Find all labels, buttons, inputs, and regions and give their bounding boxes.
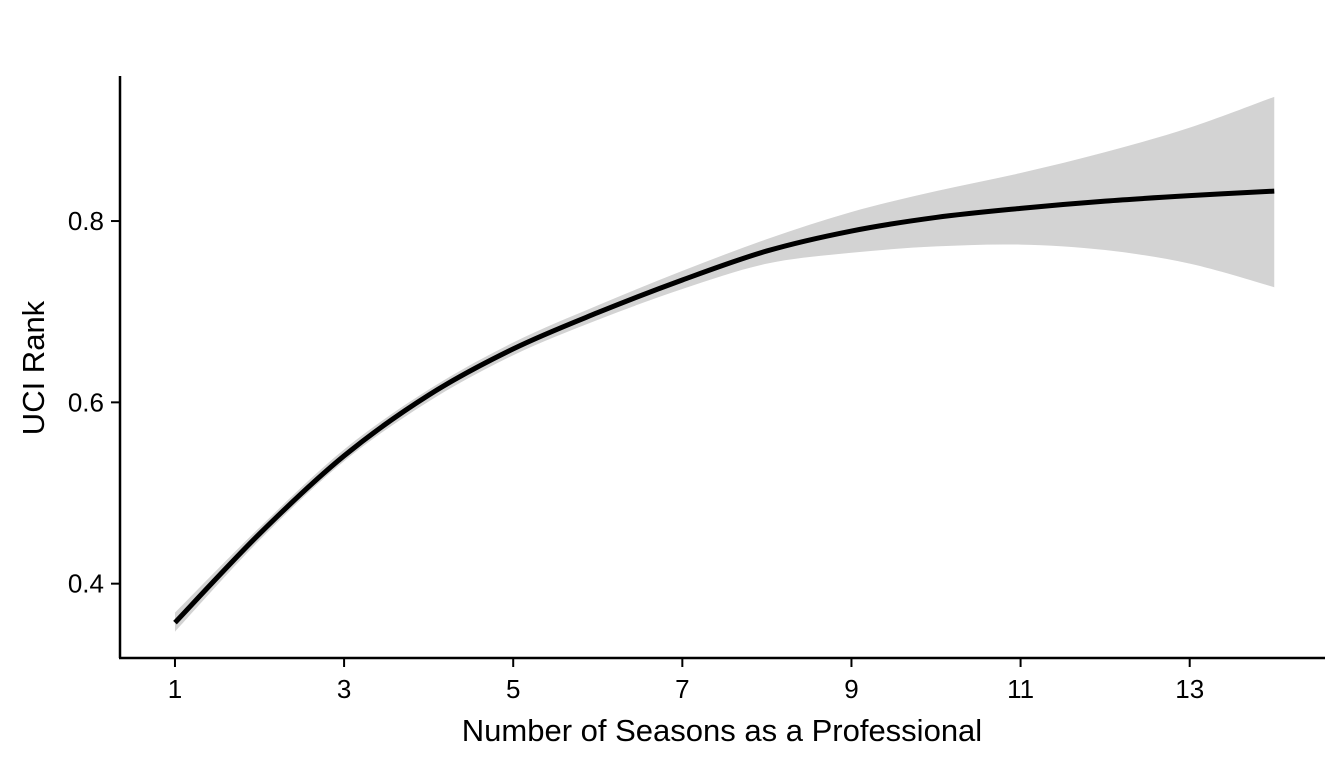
x-ticks: 1 3 5 7 9 11 13 [168,658,1204,704]
y-tick-label: 0.8 [68,206,104,236]
confidence-band [174,96,1275,632]
series-line [173,188,1275,625]
x-tick-label: 7 [675,674,689,704]
x-tick-label: 13 [1175,674,1204,704]
x-tick-label: 5 [506,674,520,704]
y-tick-label: 0.6 [68,387,104,417]
plot-area [173,96,1275,632]
x-axis-title: Number of Seasons as a Professional [462,713,982,748]
x-tick-label: 1 [168,674,182,704]
x-tick-label: 11 [1007,674,1034,704]
y-tick-label: 0.4 [68,569,104,599]
y-ticks: 0.4 0.6 0.8 [68,206,120,599]
y-axis-title: UCI Rank [16,300,51,435]
x-tick-label: 3 [337,674,351,704]
x-tick-label: 9 [844,674,858,704]
